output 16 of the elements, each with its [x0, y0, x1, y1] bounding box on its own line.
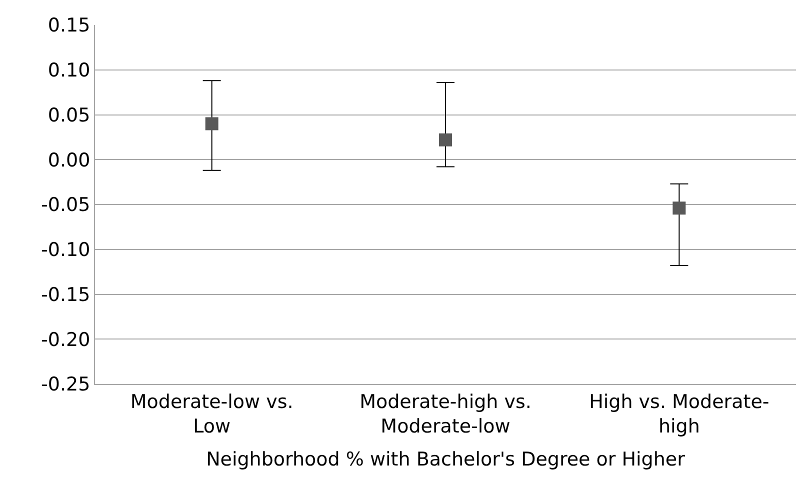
y-tick-label: -0.10: [41, 239, 90, 262]
point: [205, 117, 218, 130]
x-tick-label: Moderate-low vs. Low: [130, 390, 294, 438]
y-tick-label: -0.15: [41, 284, 90, 306]
y-tick-label: 0.05: [48, 104, 90, 126]
y-tick-label: 0.00: [48, 149, 90, 172]
point: [672, 202, 686, 215]
y-tick-label: 0.15: [48, 14, 90, 37]
y-tick-label: 0.10: [48, 60, 90, 82]
point: [439, 133, 452, 146]
x-axis-title: Neighborhood % with Bachelor's Degree or Higher: [206, 448, 686, 470]
x-tick-label: High vs. Moderate-high: [589, 390, 770, 438]
x-tick-label: Moderate-high vs. Moderate-low: [360, 390, 532, 438]
y-tick-label: -0.25: [41, 374, 90, 396]
y-tick-label: -0.20: [41, 328, 90, 351]
y-tick-label: -0.05: [41, 194, 90, 216]
